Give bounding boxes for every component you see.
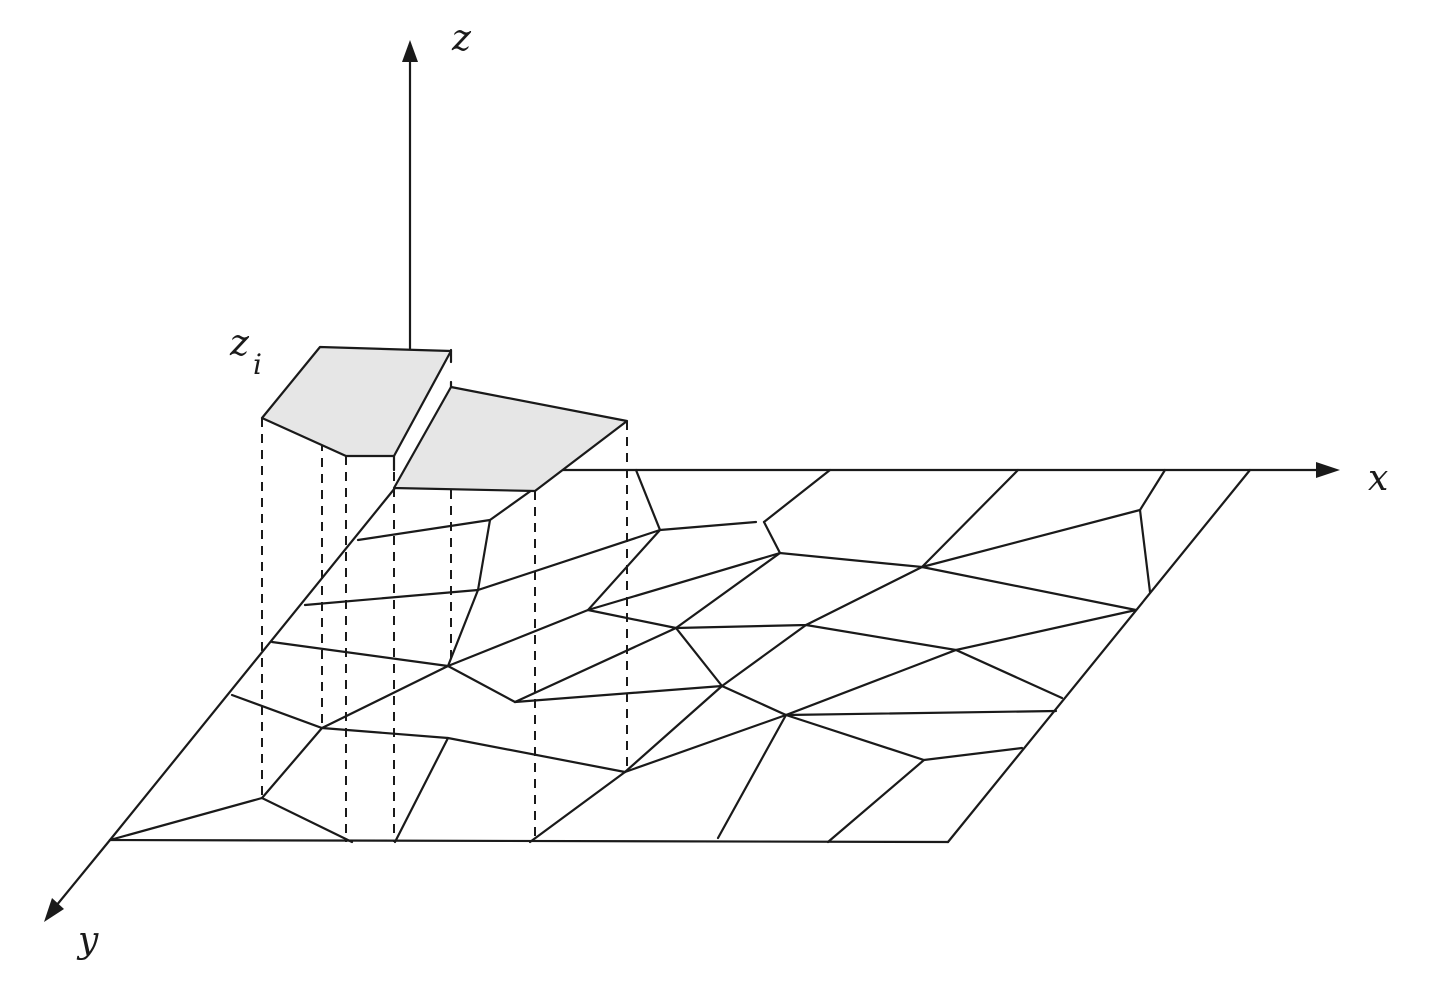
cell-edge <box>762 520 782 555</box>
y-axis-line <box>55 839 111 907</box>
cell-edge <box>716 713 788 840</box>
cell-edge <box>260 726 324 800</box>
raised-cell-zi <box>260 345 453 458</box>
zi-label-subscript: i <box>253 348 262 381</box>
raised-cells <box>260 345 629 493</box>
cell-edge <box>674 565 924 630</box>
cell-edge <box>108 796 354 844</box>
cell-edge <box>784 713 1024 762</box>
cell-edge <box>623 684 724 774</box>
x-axis-arrowhead <box>1316 462 1340 478</box>
z-axis-label: z <box>451 18 472 59</box>
cell-edge <box>393 736 450 844</box>
cell-edge <box>320 664 517 730</box>
cell-edge <box>356 518 492 542</box>
cell-edge <box>513 684 724 704</box>
cell-edge <box>762 468 832 524</box>
cell-edge <box>674 468 1020 630</box>
axes <box>44 40 1340 922</box>
cell-edge <box>303 588 480 607</box>
plane-left-edge <box>108 486 397 842</box>
cell-edge <box>230 693 627 774</box>
cell-edge <box>446 608 590 668</box>
y-axis-label: y <box>76 920 99 961</box>
cell-edge <box>826 758 926 844</box>
zi-label-main: z <box>229 323 250 364</box>
voronoi-cell-edges <box>108 468 1167 844</box>
plane-boundary <box>108 468 1252 844</box>
cell-edge <box>804 565 1137 652</box>
plane-right-edge <box>946 468 1252 844</box>
y-axis-arrowhead <box>44 898 64 922</box>
cell-edge <box>658 520 758 532</box>
cell-edge <box>513 626 724 704</box>
raised-cell-neighbor <box>392 385 629 493</box>
cell-edge <box>920 468 1167 569</box>
cell-edge <box>270 640 450 668</box>
cell-edge <box>623 713 788 774</box>
cell-edge <box>528 770 627 844</box>
z-axis-arrowhead <box>402 40 418 62</box>
cell-edge <box>446 488 534 668</box>
cell-edge <box>1138 508 1152 594</box>
plane-bottom-edge <box>108 838 950 844</box>
x-axis-label: x <box>1368 458 1388 499</box>
projection-lines <box>261 418 628 842</box>
labels: z x y z i <box>76 18 1388 961</box>
cell-edge <box>586 551 782 612</box>
cell-edge <box>784 709 1058 717</box>
cell-edge <box>585 528 678 630</box>
